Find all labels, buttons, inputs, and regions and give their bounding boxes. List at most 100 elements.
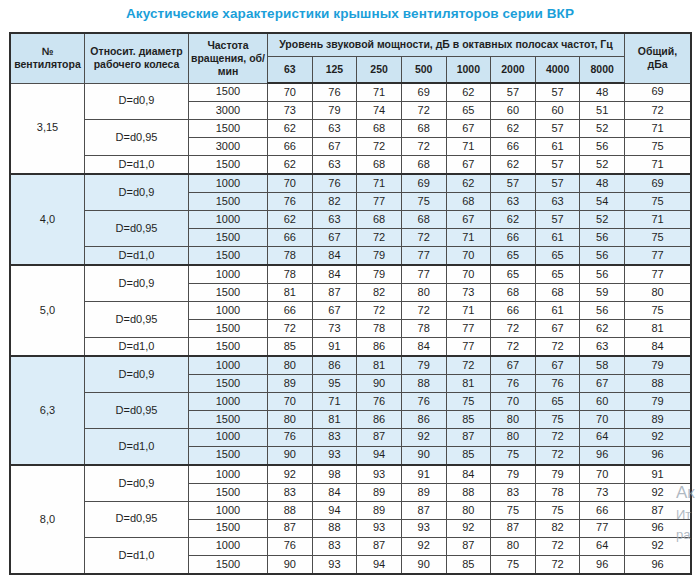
table-row: 6,3D=d0,91000808681797267675879 [10, 356, 691, 375]
spl-value-cell: 92 [401, 537, 446, 555]
spl-value-cell: 62 [446, 83, 491, 102]
header-freq-4000: 4000 [535, 56, 580, 83]
total-cell: 75 [625, 137, 692, 155]
spl-value-cell: 82 [312, 193, 357, 211]
spl-value-cell: 62 [268, 155, 313, 174]
diameter-cell: D=d1,0 [85, 246, 189, 265]
spl-value-cell: 90 [401, 446, 446, 465]
page-title: Акустические характеристики крышных вент… [0, 6, 700, 21]
spl-value-cell: 67 [446, 155, 491, 174]
speed-cell: 1000 [189, 501, 268, 519]
spl-value-cell: 90 [268, 446, 313, 465]
total-cell: 79 [625, 392, 692, 410]
speed-cell: 1500 [189, 284, 268, 302]
spl-value-cell: 72 [446, 356, 491, 375]
total-cell: 96 [625, 555, 692, 574]
spl-value-cell: 52 [580, 120, 625, 138]
spl-value-cell: 87 [268, 519, 313, 537]
table-row: 8,0D=d0,91000929893918479797091 [10, 465, 691, 484]
spl-value-cell: 72 [268, 319, 313, 337]
spl-value-cell: 88 [401, 375, 446, 393]
table-row: 3,15D=d0,91500707671696257574869 [10, 83, 691, 102]
spl-value-cell: 89 [268, 375, 313, 393]
header-freq-250: 250 [357, 56, 402, 83]
spl-value-cell: 52 [580, 211, 625, 229]
spl-value-cell: 93 [357, 519, 402, 537]
spl-value-cell: 79 [357, 265, 402, 284]
spl-value-cell: 76 [535, 375, 580, 393]
spl-value-cell: 76 [312, 83, 357, 102]
spl-value-cell: 71 [446, 228, 491, 246]
spl-value-cell: 70 [446, 246, 491, 265]
spl-value-cell: 81 [357, 356, 402, 375]
total-cell: 75 [625, 301, 692, 319]
spl-value-cell: 78 [268, 265, 313, 284]
speed-cell: 1500 [189, 519, 268, 537]
speed-cell: 1500 [189, 555, 268, 574]
spl-value-cell: 72 [357, 137, 402, 155]
spl-value-cell: 81 [446, 375, 491, 393]
total-cell: 71 [625, 155, 692, 174]
spl-value-cell: 72 [357, 301, 402, 319]
spl-value-cell: 98 [312, 465, 357, 484]
spl-value-cell: 66 [491, 137, 536, 155]
table-row: D=d0,951000626368686762575271 [10, 211, 691, 229]
page: Акустические характеристики крышных вент… [0, 0, 700, 580]
spl-value-cell: 56 [580, 246, 625, 265]
spl-value-cell: 69 [401, 83, 446, 102]
spl-value-cell: 93 [357, 465, 402, 484]
spl-value-cell: 72 [491, 337, 536, 356]
spl-value-cell: 84 [312, 483, 357, 501]
spl-value-cell: 89 [357, 501, 402, 519]
spl-value-cell: 86 [357, 410, 402, 428]
header-spl-group: Уровень звуковой мощности, дБ в октавных… [268, 33, 625, 56]
spl-value-cell: 67 [446, 211, 491, 229]
spl-value-cell: 57 [491, 174, 536, 193]
spl-value-cell: 79 [491, 465, 536, 484]
total-cell: 89 [625, 410, 692, 428]
spl-value-cell: 70 [491, 392, 536, 410]
spl-value-cell: 70 [580, 410, 625, 428]
total-cell: 71 [625, 211, 692, 229]
fan-number-cell: 4,0 [10, 174, 85, 265]
total-cell: 92 [625, 537, 692, 555]
spl-value-cell: 71 [357, 83, 402, 102]
header-fan-no: № вентилятора [10, 33, 85, 83]
spl-value-cell: 75 [401, 193, 446, 211]
total-cell: 87 [625, 501, 692, 519]
spl-value-cell: 85 [446, 410, 491, 428]
fan-number-cell: 8,0 [10, 465, 85, 574]
spl-value-cell: 68 [357, 155, 402, 174]
fans-table-body: 3,15D=d0,9150070767169625757486930007379… [10, 83, 691, 574]
speed-cell: 1500 [189, 446, 268, 465]
spl-value-cell: 83 [491, 483, 536, 501]
spl-value-cell: 80 [268, 410, 313, 428]
spl-value-cell: 86 [357, 337, 402, 356]
speed-cell: 1500 [189, 337, 268, 356]
header-freq-63: 63 [268, 56, 313, 83]
spl-value-cell: 76 [357, 392, 402, 410]
speed-cell: 3000 [189, 102, 268, 120]
spl-value-cell: 73 [268, 102, 313, 120]
spl-value-cell: 66 [268, 301, 313, 319]
spl-value-cell: 56 [580, 301, 625, 319]
spl-value-cell: 80 [491, 410, 536, 428]
diameter-cell: D=d0,95 [85, 211, 189, 247]
spl-value-cell: 72 [535, 337, 580, 356]
spl-value-cell: 93 [312, 555, 357, 574]
spl-value-cell: 57 [535, 83, 580, 102]
speed-cell: 1000 [189, 356, 268, 375]
spl-value-cell: 92 [268, 465, 313, 484]
spl-value-cell: 83 [268, 483, 313, 501]
spl-value-cell: 70 [268, 392, 313, 410]
fan-number-cell: 3,15 [10, 83, 85, 174]
fan-number-cell: 6,3 [10, 356, 85, 465]
spl-value-cell: 66 [491, 228, 536, 246]
speed-cell: 1500 [189, 483, 268, 501]
spl-value-cell: 52 [580, 155, 625, 174]
spl-value-cell: 57 [535, 120, 580, 138]
spl-value-cell: 75 [446, 392, 491, 410]
spl-value-cell: 60 [535, 102, 580, 120]
spl-value-cell: 68 [357, 120, 402, 138]
spl-value-cell: 68 [357, 211, 402, 229]
